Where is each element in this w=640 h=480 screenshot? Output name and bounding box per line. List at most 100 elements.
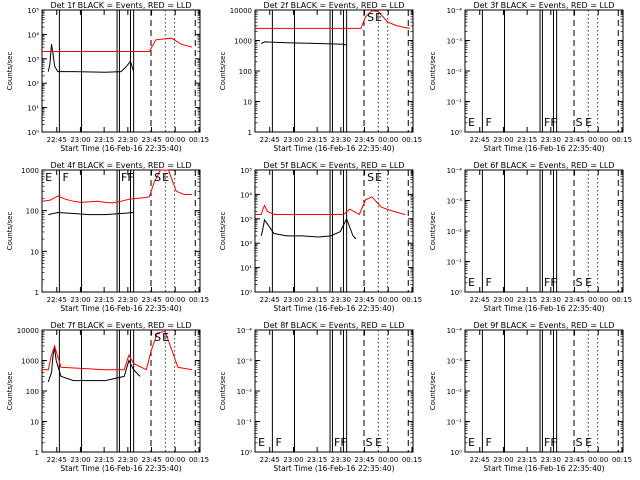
y-axis-label: Counts/sec <box>429 372 437 411</box>
event-letter: E <box>162 331 169 344</box>
chart-panel-8: Det 8f BLACK = Events, RED = LLD 10⁰ 10⁻¹ 1… <box>219 321 422 473</box>
x-tick-label: 00:15 <box>189 456 209 464</box>
x-tick-label: 22:45 <box>260 136 280 144</box>
plot-frame <box>254 329 414 453</box>
chart-title: Det 3f BLACK = Events, RED = LLD <box>473 1 614 10</box>
x-tick-label: 23:45 <box>141 296 161 304</box>
event-letter: E <box>375 436 382 449</box>
x-tick-label: 23:00 <box>70 456 90 464</box>
x-tick-label: 23:30 <box>118 456 138 464</box>
chart-panel-9: Det 9f BLACK = Events, RED = LLD 10⁰ 10⁻¹ 1… <box>429 321 632 473</box>
events-series-line <box>261 41 347 46</box>
plot-frame <box>464 329 624 453</box>
y-tick-label: 10⁻² <box>447 388 463 396</box>
x-tick-label: 00:15 <box>402 136 422 144</box>
y-tick-label: 10² <box>27 80 39 88</box>
event-letter: F <box>276 436 282 449</box>
x-tick-label: 23:30 <box>331 456 351 464</box>
chart-panel-1: Det 1f BLACK = Events, RED = LLD 10⁰ 10¹ 10… <box>6 1 209 153</box>
x-tick-label: 00:15 <box>612 296 632 304</box>
event-letter: E <box>162 171 169 184</box>
x-tick-label: 23:00 <box>493 456 513 464</box>
x-axis-label: Start Time (16-Feb-16 22:35:40) <box>273 464 394 473</box>
plot-frame <box>464 9 624 133</box>
x-tick-label: 00:15 <box>189 136 209 144</box>
y-tick-label: 10⁰ <box>450 129 462 137</box>
x-tick-label: 23:45 <box>141 456 161 464</box>
event-letter: S <box>366 436 373 449</box>
x-tick-label: 00:00 <box>378 456 398 464</box>
chart-panel-6: Det 6f BLACK = Events, RED = LLD 10⁰ 10⁻¹ 1… <box>429 161 632 313</box>
x-axis-label: Start Time (16-Feb-16 22:35:40) <box>483 464 604 473</box>
x-tick-label: 23:00 <box>493 296 513 304</box>
y-tick-label: 1 <box>35 449 39 457</box>
plot-frame <box>254 169 414 293</box>
event-letter: E <box>585 276 592 289</box>
y-tick-label: 10⁻⁴ <box>447 7 463 15</box>
x-tick-label: 00:00 <box>588 456 608 464</box>
events-series-line <box>47 348 141 382</box>
x-axis-label: Start Time (16-Feb-16 22:35:40) <box>483 304 604 313</box>
y-tick-label: 10⁴ <box>240 191 252 199</box>
x-axis-label: Start Time (16-Feb-16 22:35:40) <box>60 304 181 313</box>
event-letter: FF <box>544 276 557 289</box>
y-tick-label: 10⁻⁴ <box>447 167 463 175</box>
x-tick-label: 23:30 <box>541 456 561 464</box>
x-axis-label: Start Time (16-Feb-16 22:35:40) <box>60 144 181 153</box>
plot-frame <box>41 9 201 133</box>
y-tick-label: 10⁻¹ <box>237 419 253 427</box>
event-letter: FF <box>544 436 557 449</box>
x-tick-label: 00:00 <box>165 296 185 304</box>
y-tick-label: 10⁻² <box>447 228 463 236</box>
x-axis-label: Start Time (16-Feb-16 22:35:40) <box>273 304 394 313</box>
y-tick-label: 10⁰ <box>450 289 462 297</box>
x-tick-label: 22:45 <box>260 456 280 464</box>
plot-frame <box>41 329 201 453</box>
chart-panel-7: Det 7f BLACK = Events, RED = LLD 1 10 100 10… <box>6 321 209 473</box>
x-tick-label: 23:15 <box>307 136 327 144</box>
chart-title: Det 8f BLACK = Events, RED = LLD <box>263 321 404 330</box>
lld-series-line <box>255 10 410 29</box>
event-letter: E <box>45 171 52 184</box>
x-tick-label: 23:00 <box>283 296 303 304</box>
y-axis-label: Counts/sec <box>219 52 227 91</box>
chart-title: Det 5f BLACK = Events, RED = LLD <box>263 161 404 170</box>
y-tick-label: 1 <box>35 289 39 297</box>
event-letter: E <box>585 436 592 449</box>
x-tick-label: 23:00 <box>493 136 513 144</box>
lld-series-line <box>42 330 193 371</box>
y-tick-label: 100 <box>239 68 252 76</box>
event-letter: E <box>468 276 475 289</box>
x-tick-label: 00:00 <box>378 296 398 304</box>
y-tick-label: 100 <box>26 208 39 216</box>
x-tick-label: 00:15 <box>612 136 632 144</box>
y-tick-label: 10⁻² <box>237 388 253 396</box>
y-tick-label: 10⁰ <box>27 129 39 137</box>
y-tick-label: 10⁻³ <box>447 38 463 46</box>
event-letter: FF <box>334 436 347 449</box>
x-tick-label: 23:30 <box>541 296 561 304</box>
x-tick-label: 23:45 <box>564 296 584 304</box>
event-letter: E <box>375 171 382 184</box>
y-tick-label: 10000 <box>17 327 39 335</box>
y-tick-label: 10000 <box>230 7 252 15</box>
x-tick-label: 23:15 <box>517 456 537 464</box>
event-letter: S <box>576 116 583 129</box>
event-letter: S <box>367 11 374 24</box>
y-axis-label: Counts/sec <box>429 52 437 91</box>
x-tick-label: 23:45 <box>564 136 584 144</box>
x-tick-label: 23:45 <box>564 456 584 464</box>
event-letter: S <box>576 276 583 289</box>
y-tick-label: 10⁰ <box>450 449 462 457</box>
y-tick-label: 10¹ <box>27 105 39 113</box>
chart-panel-4: Det 4f BLACK = Events, RED = LLD 1 10 100 10… <box>6 161 209 313</box>
y-tick-label: 10 <box>30 248 39 256</box>
lld-series-line <box>42 37 193 52</box>
x-tick-label: 00:15 <box>612 456 632 464</box>
event-letter: E <box>258 436 265 449</box>
x-tick-label: 22:45 <box>260 296 280 304</box>
x-tick-label: 23:30 <box>118 296 138 304</box>
x-axis-label: Start Time (16-Feb-16 22:35:40) <box>273 144 394 153</box>
x-tick-label: 22:45 <box>470 296 490 304</box>
x-tick-label: 00:15 <box>189 296 209 304</box>
